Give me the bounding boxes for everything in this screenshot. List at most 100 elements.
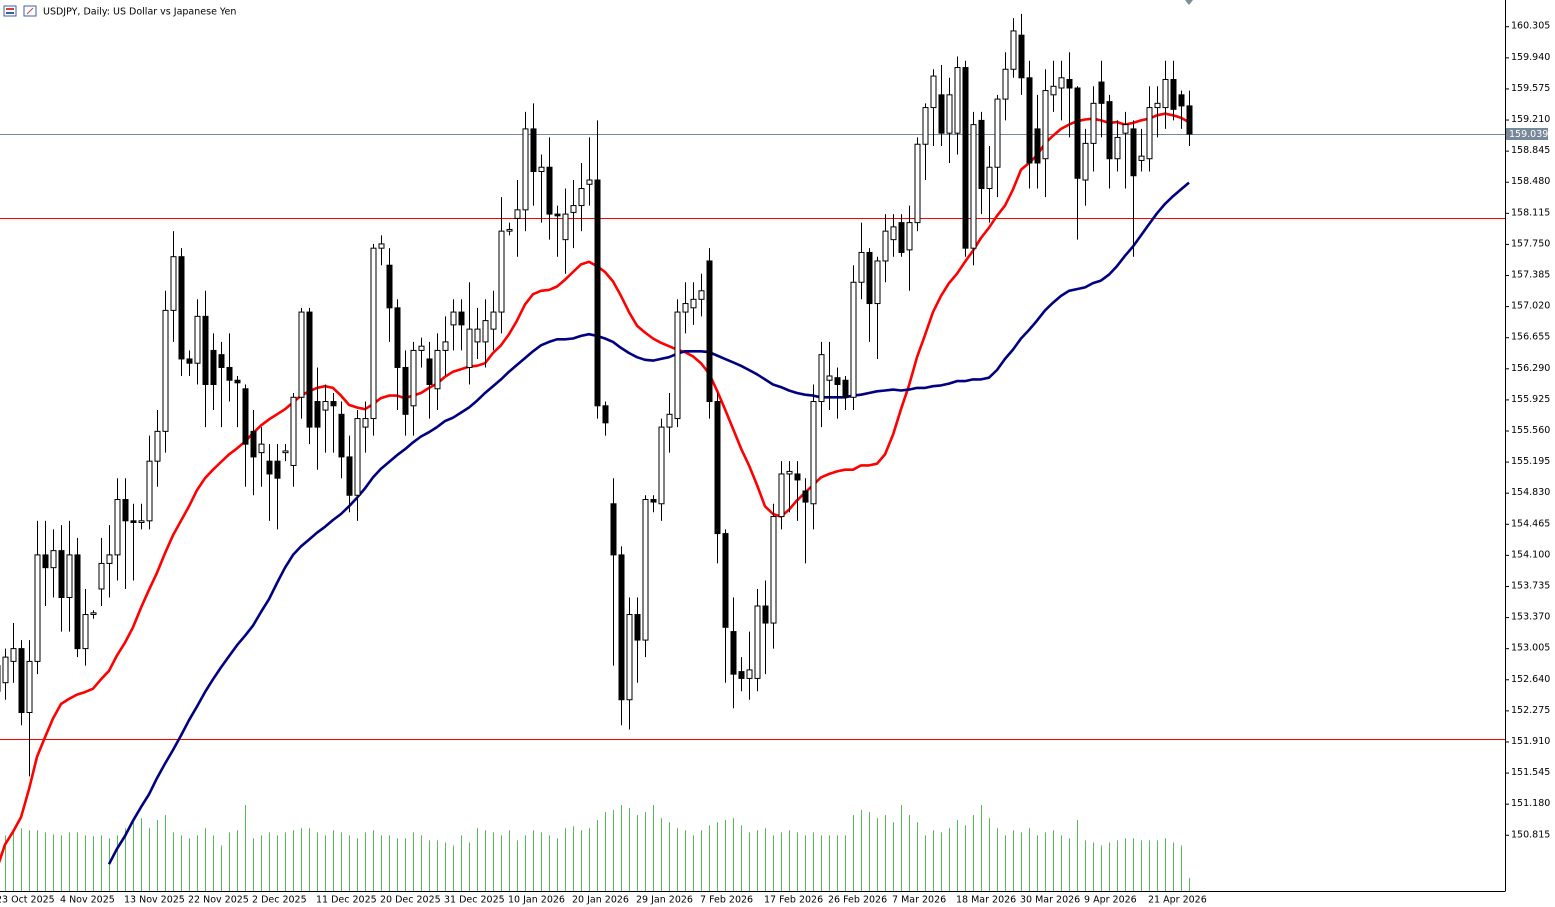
candle-body [362,418,369,428]
y-tick-label: 153.370 [1511,612,1550,623]
candle-body [778,473,785,518]
candle-body [1146,107,1153,160]
candle-body [194,315,201,364]
candle-body [1050,85,1057,96]
candle-body [2,656,9,684]
candle-body [418,345,425,351]
candle-body [562,213,569,241]
y-tick-label: 154.100 [1511,549,1550,560]
y-tick-label: 158.480 [1511,176,1550,187]
candle-body [354,418,361,496]
candle-body [674,311,681,420]
candle-body [770,516,777,624]
title-icons [3,5,37,17]
candle-body [626,614,633,701]
candle-body [1138,155,1145,161]
y-tick-label: 155.195 [1511,456,1550,467]
candle-body [882,230,889,262]
candle-body [154,430,161,462]
candle-body [906,222,913,251]
candle-body [738,671,745,679]
candle-body [346,456,353,496]
y-tick-label: 153.005 [1511,643,1550,654]
candle-body [290,396,297,466]
candle-body [578,188,585,207]
candle-body [978,119,985,190]
candle-body [466,328,473,368]
candle-body [10,648,17,662]
candle-body [410,349,417,407]
candle-body [954,67,961,134]
y-tick-label: 155.925 [1511,394,1550,405]
y-tick-label: 158.115 [1511,207,1550,218]
candle-body [786,470,793,475]
candle-body [682,303,689,313]
candle-body [82,614,89,650]
candle-body [914,143,921,224]
candle-body [338,413,345,458]
candle-body [298,311,305,398]
candle-body [18,648,25,714]
candle-body [114,499,121,556]
candle-body [818,354,825,403]
candle-body [874,260,881,305]
candle-body [90,612,97,616]
candle-body [754,605,761,679]
moving-average [107,181,1190,865]
candle-body [730,631,737,675]
shift-marker[interactable] [1185,0,1193,5]
y-tick-label: 159.940 [1511,52,1550,63]
y-tick-label: 152.275 [1511,705,1550,716]
candle-body [602,405,609,424]
candle-body [74,554,81,650]
candle-body [1114,136,1121,160]
candle-body [586,179,593,185]
candle-body [426,358,433,385]
x-tick-label: 31 Dec 2025 [444,895,505,906]
candle-body [130,520,137,524]
candle-body [458,311,465,326]
x-tick-label: 11 Dec 2025 [316,895,377,906]
candle-body [50,550,57,569]
x-tick-label: 18 Mar 2026 [956,895,1016,906]
candle-body [226,366,233,381]
candle-body [642,499,649,641]
candle-body [850,281,857,398]
candle-body [1058,77,1065,89]
x-tick-label: 7 Feb 2026 [700,895,753,906]
candle-body [1010,30,1017,70]
candle-body [122,499,129,522]
candle-body [650,499,657,503]
candle-body [970,124,977,249]
candle-body [482,320,489,343]
candle-body [202,315,209,385]
candle-body [810,401,817,505]
candle-body [842,379,849,398]
candle-body [962,67,969,249]
x-tick-label: 23 Oct 2025 [0,895,55,906]
x-tick-label: 7 Mar 2026 [892,895,946,906]
candle-body [794,473,801,481]
candle-body [1162,78,1169,109]
candle-body [266,460,273,475]
candle-body [1090,102,1097,144]
x-tick-label: 20 Jan 2026 [572,895,629,906]
candle-body [506,228,513,232]
y-tick-label: 156.655 [1511,332,1550,343]
candle-body [242,388,249,445]
candle-body [1066,78,1073,89]
x-tick-label: 30 Mar 2026 [1020,895,1080,906]
candle-body [66,554,73,598]
candle-body [1098,81,1105,104]
candle-body [434,349,441,390]
y-tick-label: 157.750 [1511,238,1550,249]
candle-body [1042,90,1049,160]
candle-body [26,660,33,714]
candle-body [1178,94,1185,107]
candle-body [1082,142,1089,181]
candle-body [746,669,753,679]
candle-body [170,256,177,311]
candle-body [890,226,897,241]
candle-body [370,247,377,420]
candle-body [1034,128,1041,164]
